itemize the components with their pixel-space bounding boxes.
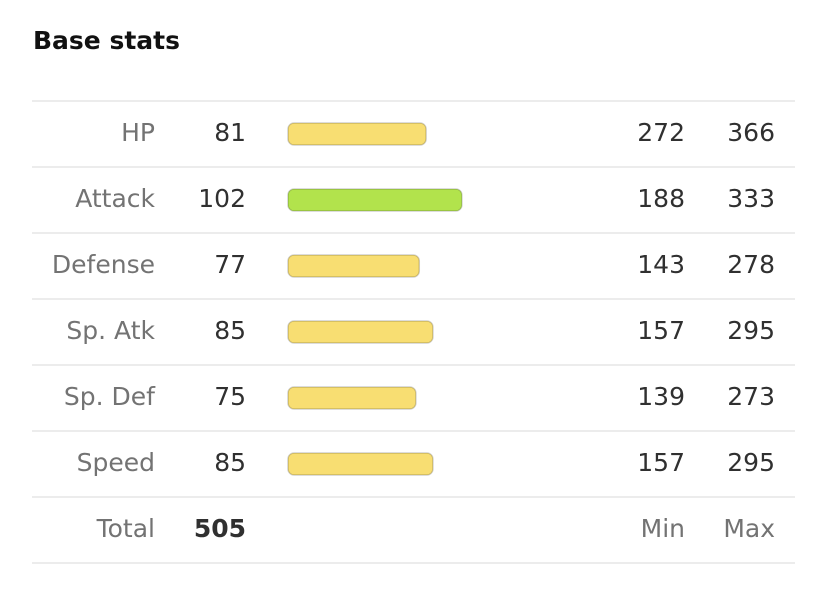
stat-base: 102 — [198, 184, 246, 213]
stat-label: Speed — [77, 448, 155, 477]
stat-base: 77 — [214, 250, 246, 279]
stat-max: 366 — [727, 118, 775, 147]
stat-bar — [287, 386, 417, 410]
stat-bar — [287, 122, 427, 146]
stat-bar — [287, 320, 434, 344]
stat-min: 157 — [637, 448, 685, 477]
stat-base: 85 — [214, 316, 246, 345]
stat-min: 188 — [637, 184, 685, 213]
stat-label: Sp. Def — [64, 382, 156, 411]
stat-min: 157 — [637, 316, 685, 345]
stat-min: 139 — [637, 382, 685, 411]
max-header: Max — [723, 514, 775, 543]
total-label: Total — [96, 514, 155, 543]
stat-max: 273 — [727, 382, 775, 411]
stat-max: 295 — [727, 316, 775, 345]
stat-label: Defense — [52, 250, 155, 279]
stat-bar — [287, 452, 434, 476]
stat-base: 85 — [214, 448, 246, 477]
stat-bar — [287, 254, 421, 278]
stat-label: HP — [121, 118, 155, 147]
stat-label: Sp. Atk — [66, 316, 155, 345]
stat-base: 81 — [214, 118, 246, 147]
title: Base stats — [33, 26, 180, 55]
total-value: 505 — [194, 514, 246, 543]
stat-bar — [287, 188, 463, 212]
min-header: Min — [641, 514, 685, 543]
stat-base: 75 — [214, 382, 246, 411]
stat-min: 272 — [637, 118, 685, 147]
stat-max: 295 — [727, 448, 775, 477]
stat-max: 278 — [727, 250, 775, 279]
stat-max: 333 — [727, 184, 775, 213]
stat-min: 143 — [637, 250, 685, 279]
stat-label: Attack — [75, 184, 155, 213]
